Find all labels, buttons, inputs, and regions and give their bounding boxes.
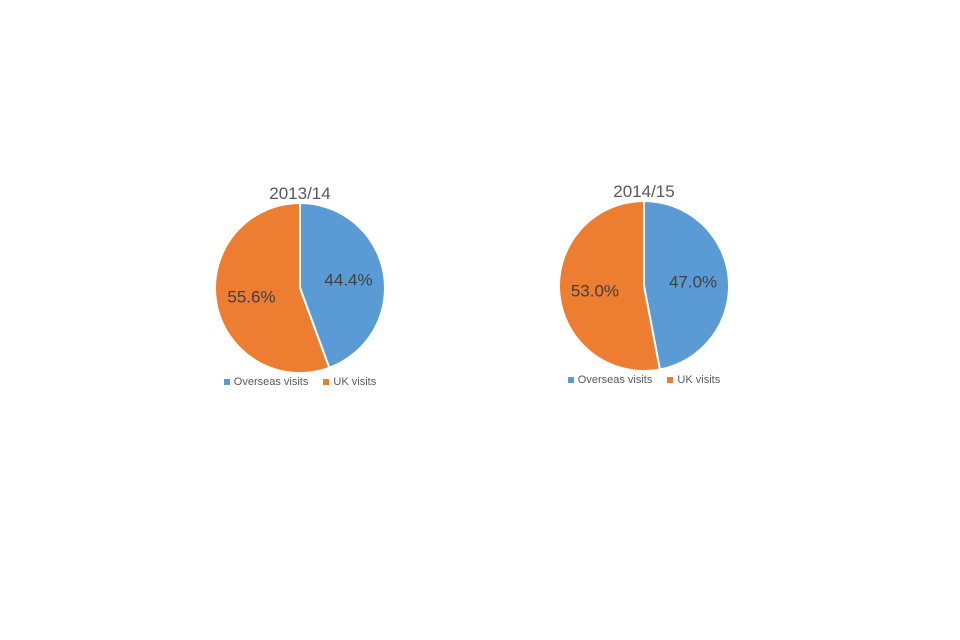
legend: Overseas visits UK visits — [524, 374, 764, 386]
legend-swatch-overseas-visits — [567, 377, 574, 384]
legend-item-overseas-visits: Overseas visits — [223, 376, 309, 388]
pie-plot: 47.0% 53.0% — [558, 199, 730, 372]
legend-swatch-overseas-visits — [223, 379, 230, 386]
legend-label: UK visits — [677, 374, 721, 386]
data-label: 53.0% — [571, 282, 619, 301]
legend-swatch-uk-visits — [323, 379, 330, 386]
legend-label: Overseas visits — [577, 374, 653, 386]
legend-label: UK visits — [333, 376, 377, 388]
pie-plot: 44.4% 55.6% — [214, 201, 386, 374]
pie-slice-overseas-visits — [299, 201, 386, 370]
data-label: 44.4% — [324, 270, 372, 289]
legend-label: Overseas visits — [233, 376, 309, 388]
pie-chart-2014-15: 47.0% 53.0% 2014/15 Overseas visits UK vi… — [524, 176, 764, 406]
data-label: 55.6% — [227, 288, 275, 307]
chart-title: 2014/15 — [613, 182, 675, 201]
pie-slice-uk-visits — [558, 199, 662, 372]
legend-item-overseas-visits: Overseas visits — [567, 374, 653, 386]
legend-item-uk-visits: UK visits — [667, 374, 720, 386]
data-label: 47.0% — [669, 272, 717, 291]
legend-item-uk-visits: UK visits — [323, 376, 376, 388]
pie-slice-overseas-visits — [643, 199, 730, 371]
pie-chart-2013-14: 44.4% 55.6% 2013/14 Overseas visits UK vi… — [180, 178, 420, 408]
pie-slice-uk-visits — [214, 201, 331, 374]
legend-swatch-uk-visits — [667, 377, 674, 384]
legend: Overseas visits UK visits — [180, 376, 420, 388]
chart-title: 2013/14 — [269, 184, 331, 203]
